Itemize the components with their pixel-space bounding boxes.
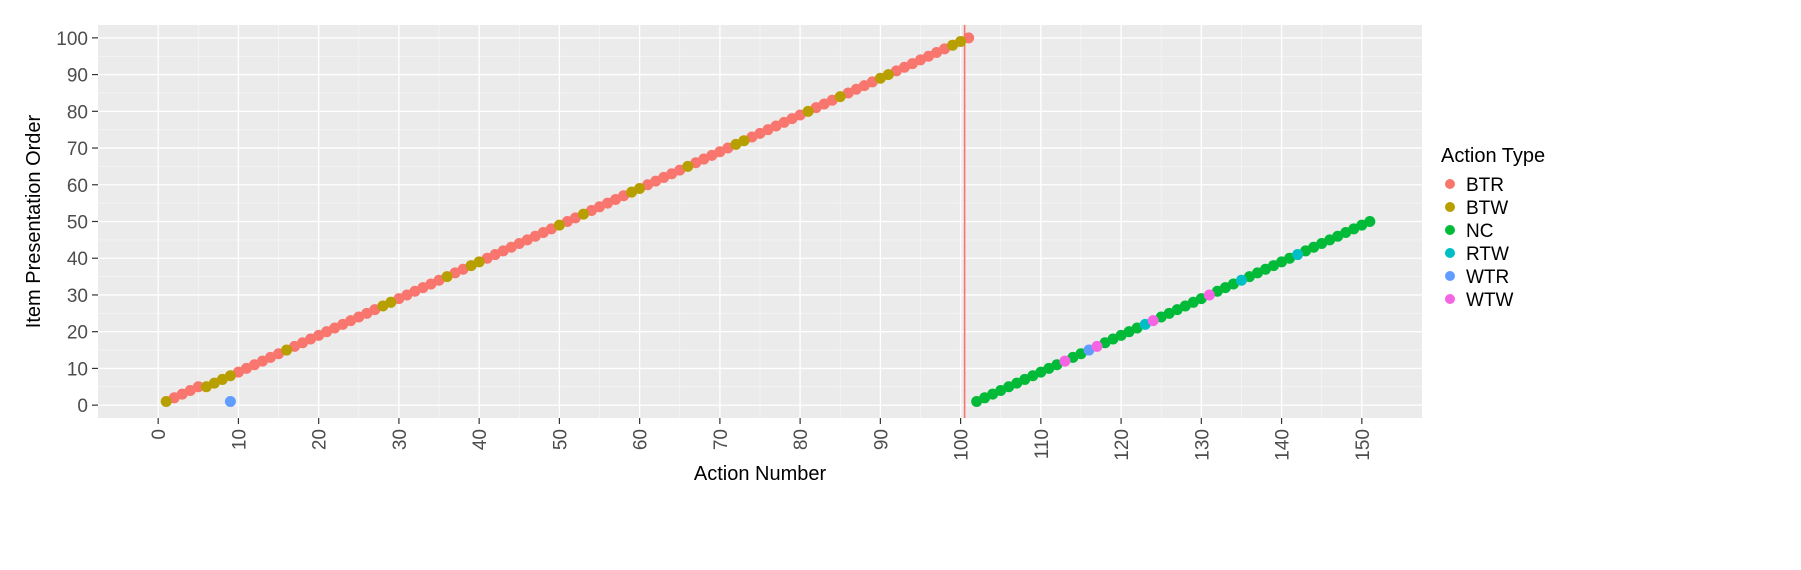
x-tick-label: 10 [229,429,250,450]
point-nc [1364,216,1376,227]
legend-label-rtw: RTW [1466,244,1509,265]
y-tick-label: 50 [67,213,88,234]
x-tick-label: 0 [149,429,170,440]
data-points [160,32,1376,407]
legend-label-btr: BTR [1466,175,1504,196]
point-btw [882,69,894,81]
point-btw [224,370,236,382]
y-tick-label: 20 [67,323,88,344]
legend-label-btw: BTW [1466,198,1508,219]
x-axis: 0 10 20 30 40 50 60 70 80 90 100 110 120 130 140 150 [149,418,1374,461]
point-btw [577,208,589,220]
point-wtw [1091,340,1103,352]
y-tick-label: 10 [67,359,88,380]
x-axis-title: Action Number [694,463,827,485]
x-tick-label: 20 [310,429,331,450]
point-btw [955,36,967,48]
point-rtw [1292,249,1304,261]
point-wtw [1203,289,1215,301]
point-btw [682,160,694,172]
legend-key-wtw [1445,294,1455,304]
x-tick-label: 80 [791,429,812,450]
point-btw [634,182,646,194]
x-tick-label: 40 [470,429,491,450]
point-btw [281,344,293,356]
legend-title: Action Type [1441,145,1545,167]
y-tick-label: 80 [67,102,88,123]
y-tick-label: 100 [56,29,88,50]
x-tick-label: 150 [1353,429,1374,461]
legend-key-btw [1445,202,1455,212]
x-tick-label: 30 [390,429,411,450]
legend-key-rtw [1445,248,1455,258]
legend-label-wtw: WTW [1466,290,1514,311]
major-gridlines [98,25,1422,418]
y-tick-label: 60 [67,176,88,197]
legend-key-wtr [1445,271,1455,281]
y-tick-label: 30 [67,286,88,307]
point-btw [553,219,565,231]
point-btw [802,105,814,117]
x-tick-label: 110 [1032,429,1053,459]
y-axis: 0 10 20 30 40 50 60 70 80 90 100 [56,29,98,417]
x-tick-label: 50 [550,429,571,450]
point-btw [385,296,397,308]
point-wtw [1059,355,1071,367]
point-btw [160,395,172,407]
legend-key-btr [1445,179,1455,189]
point-wtr [224,395,236,407]
point-wtw [1147,315,1159,327]
legend-label-wtr: WTR [1466,267,1509,288]
point-btr [192,381,204,393]
y-tick-label: 70 [67,139,88,160]
point-btw [441,271,453,283]
point-rtw [1235,274,1247,286]
y-axis-title: Item Presentation Order [23,114,45,328]
point-btw [834,91,846,103]
point-btw [738,135,750,147]
x-tick-label: 100 [952,429,973,461]
legend-label-nc: NC [1466,221,1493,242]
x-tick-label: 70 [711,429,732,450]
legend-key-nc [1445,225,1455,235]
point-btw [473,256,485,268]
x-tick-label: 130 [1192,429,1213,461]
x-tick-label: 60 [631,429,652,450]
x-tick-label: 90 [871,429,892,450]
x-tick-label: 140 [1273,429,1294,461]
y-tick-label: 40 [67,249,88,270]
y-tick-label: 0 [77,396,88,417]
y-tick-label: 90 [67,66,88,87]
x-tick-label: 120 [1112,429,1133,461]
